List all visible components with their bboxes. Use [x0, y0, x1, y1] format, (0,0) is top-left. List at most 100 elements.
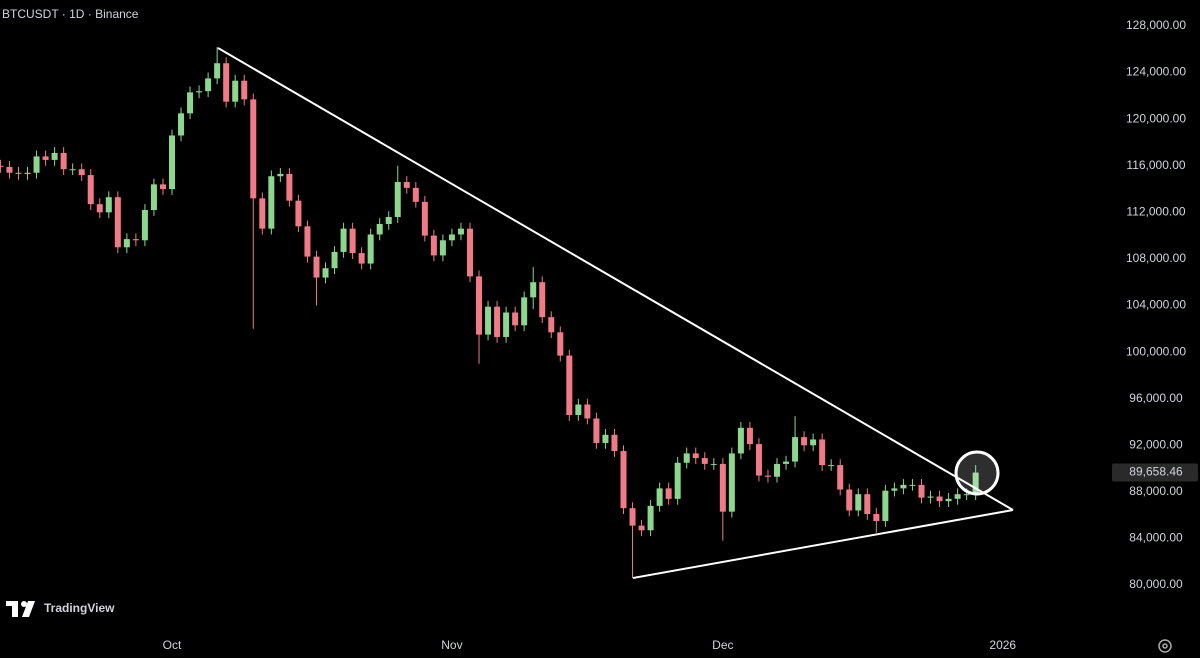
- candle-body: [196, 91, 203, 93]
- candle-body: [629, 508, 636, 526]
- candle-body: [575, 404, 582, 415]
- candle-body: [918, 484, 925, 498]
- candle-body: [755, 444, 762, 476]
- candle-body: [954, 494, 961, 499]
- candle-body: [602, 434, 609, 443]
- x-tick-label: Oct: [163, 638, 182, 652]
- candle-body: [548, 317, 555, 333]
- candle-body: [864, 494, 871, 514]
- candle-body: [457, 228, 464, 235]
- x-tick-label: Nov: [441, 638, 462, 652]
- candle-body: [358, 253, 365, 264]
- candle-body: [123, 239, 130, 248]
- candle-body: [439, 240, 446, 256]
- y-tick-label: 96,000.00: [1129, 391, 1183, 405]
- candle-body: [241, 80, 248, 100]
- candle-body: [87, 175, 94, 205]
- candle-body: [349, 228, 356, 254]
- y-tick-label: 100,000.00: [1126, 344, 1186, 358]
- plot-area: [0, 46, 979, 579]
- candle-body: [494, 306, 501, 337]
- candle-body: [728, 453, 735, 512]
- candle-body: [33, 156, 40, 173]
- y-tick-label: 128,000.00: [1126, 18, 1186, 32]
- candle-body: [801, 437, 808, 446]
- candle-body: [638, 525, 645, 531]
- candle-body: [611, 434, 618, 452]
- candle-body: [403, 182, 410, 188]
- candle-body: [304, 226, 311, 257]
- candle-body: [963, 494, 970, 496]
- logo-mark: [12, 601, 18, 617]
- candle-body: [141, 210, 148, 241]
- chart-title: BTCUSDT · 1D · Binance: [2, 7, 139, 21]
- candle-body: [268, 176, 275, 229]
- candle-body: [647, 505, 654, 531]
- candle-body: [0, 165, 4, 167]
- candle-body: [530, 282, 537, 298]
- candle-body: [846, 489, 853, 511]
- logo-mark: [22, 601, 35, 617]
- candle-body: [466, 228, 473, 277]
- candle-body: [412, 187, 419, 202]
- candle-body: [927, 496, 934, 498]
- candle-body: [24, 172, 31, 174]
- candle-body: [521, 297, 528, 326]
- candle-body: [882, 490, 889, 521]
- settings-icon[interactable]: [1158, 639, 1172, 653]
- candle-body: [331, 251, 338, 269]
- candle-body: [286, 173, 293, 201]
- gear[interactable]: [1158, 639, 1172, 653]
- candle-body: [96, 204, 103, 213]
- candle-body: [656, 488, 663, 506]
- candle-body: [187, 92, 194, 114]
- candle-body: [295, 200, 302, 227]
- candle-body: [277, 173, 284, 177]
- candle-body: [421, 201, 428, 236]
- candle-body: [250, 99, 257, 199]
- candle-body: [936, 496, 943, 502]
- watermark: TradingView: [44, 601, 115, 615]
- candle-body: [774, 463, 781, 477]
- y-tick-label: 116,000.00: [1126, 158, 1185, 172]
- candle-body: [683, 453, 690, 463]
- candle-body: [430, 235, 437, 256]
- candle-body: [78, 169, 85, 176]
- candle-body: [503, 312, 510, 337]
- candle-body: [313, 256, 320, 278]
- candle-body: [214, 63, 221, 79]
- y-tick-label: 80,000.00: [1129, 577, 1183, 591]
- x-tick-label: 2026: [989, 638, 1016, 652]
- y-tick-label: 124,000.00: [1126, 65, 1186, 79]
- candle-body: [367, 234, 374, 264]
- candle-body: [42, 156, 49, 160]
- candle-body: [394, 182, 401, 217]
- candle-body: [169, 135, 175, 190]
- candle-body: [873, 513, 880, 521]
- candle-body: [557, 332, 564, 356]
- candle-body: [485, 306, 492, 335]
- y-tick-label: 108,000.00: [1126, 251, 1186, 265]
- trend-line: [632, 509, 1014, 579]
- candle-body: [476, 276, 483, 335]
- candle-body: [593, 418, 600, 443]
- candle-body: [665, 488, 672, 499]
- trend-line: [217, 47, 1014, 511]
- last-price-box: [1112, 463, 1198, 482]
- y-tick-label: 104,000.00: [1126, 298, 1186, 312]
- candle-body: [792, 437, 799, 462]
- candle-body: [69, 169, 76, 171]
- logo-mark: [21, 601, 27, 607]
- gear-center[interactable]: [1162, 643, 1168, 649]
- candle-body: [972, 472, 979, 495]
- candle-body: [205, 78, 212, 92]
- logo: TradingView: [6, 601, 115, 617]
- candle-body: [340, 228, 347, 252]
- y-tick-label: 92,000.00: [1129, 437, 1183, 451]
- candle-body: [385, 216, 392, 224]
- candle-body: [105, 197, 112, 213]
- y-tick-label: 88,000.00: [1129, 484, 1183, 498]
- highlight-circle: [954, 450, 1000, 496]
